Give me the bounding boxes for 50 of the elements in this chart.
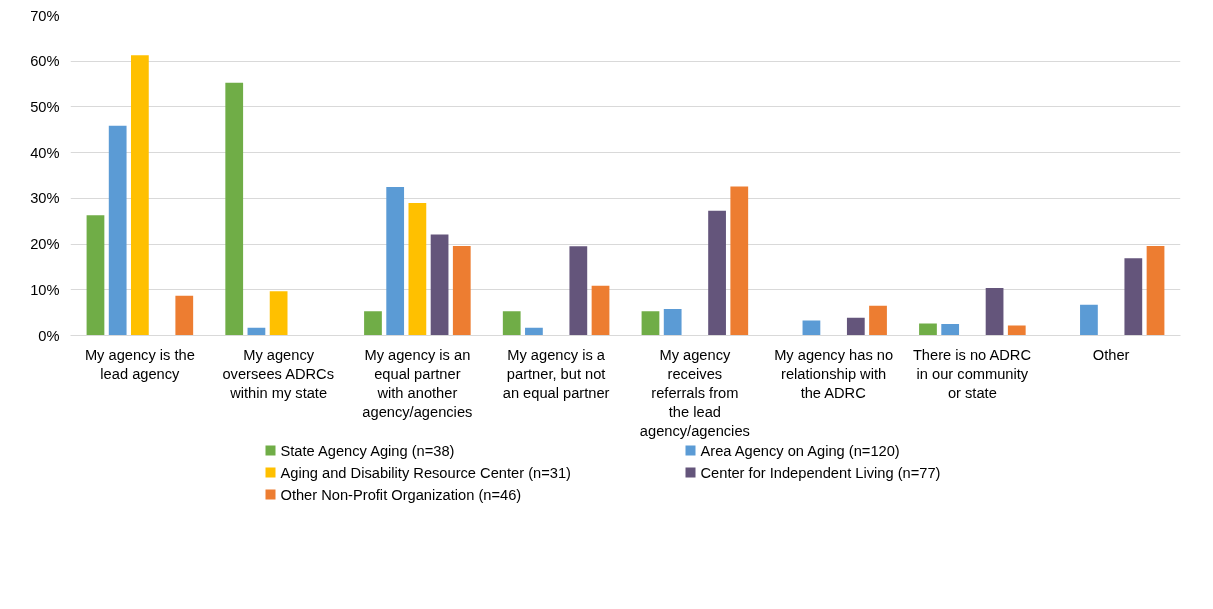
bar (130, 55, 149, 336)
x-tick-label: Other (1092, 346, 1130, 363)
bar (386, 186, 405, 336)
bar (985, 287, 1004, 336)
x-tick-label: My agency is a partner, but not an equal partner (502, 346, 610, 401)
bar (269, 291, 288, 336)
bar (802, 320, 821, 336)
x-tick-label: There is no ADRC in our community or state (912, 346, 1032, 401)
x-tick-label: My agency oversees ADRCs within my state (222, 346, 335, 401)
legend-label: Aging and Disability Resource Center (n=31) (280, 464, 571, 481)
y-tick-label: 50% (30, 98, 60, 115)
y-tick-label: 40% (30, 144, 60, 161)
bar (846, 317, 865, 336)
bar (730, 186, 749, 336)
x-tick-label: My agency receives referrals from the lead agency/agencies (639, 346, 750, 440)
bar (869, 305, 887, 336)
bar (408, 202, 427, 336)
bar (525, 327, 543, 336)
legend-label: Center for Independent Living (n=77) (700, 464, 941, 481)
x-tick-label: My agency is an equal partner with another agency/agencies (362, 346, 473, 421)
bar (452, 245, 471, 336)
y-tick-label: 10% (30, 281, 60, 298)
bar (663, 308, 682, 336)
bar (1080, 304, 1098, 336)
y-tick-label: 60% (30, 53, 60, 70)
bar (919, 323, 937, 336)
bar (1124, 258, 1143, 336)
bar (941, 324, 960, 336)
bar (430, 234, 449, 336)
legend-label: Other Non-Profit Organization (n=46) (280, 486, 522, 503)
bar (708, 210, 726, 336)
bar (225, 82, 244, 336)
x-tick-label: My agency is the lead agency (84, 346, 195, 382)
y-tick-label: 20% (30, 236, 60, 253)
bar (641, 311, 660, 336)
y-tick-label: 70% (30, 7, 60, 24)
bar (569, 246, 588, 336)
bar (1007, 325, 1026, 336)
legend-label: Area Agency on Aging (n=120) (700, 442, 900, 459)
bar (591, 285, 610, 336)
bar (108, 125, 127, 336)
bar (364, 311, 382, 336)
bar (1146, 245, 1165, 336)
y-tick-label: 30% (30, 190, 60, 207)
bar (175, 295, 194, 336)
x-tick-label: My agency has no relationship with the ADRC (774, 346, 894, 401)
y-tick-label: 0% (38, 327, 60, 344)
bar (86, 215, 105, 336)
legend-label: State Agency Aging (n=38) (280, 442, 455, 459)
bar (502, 311, 521, 336)
